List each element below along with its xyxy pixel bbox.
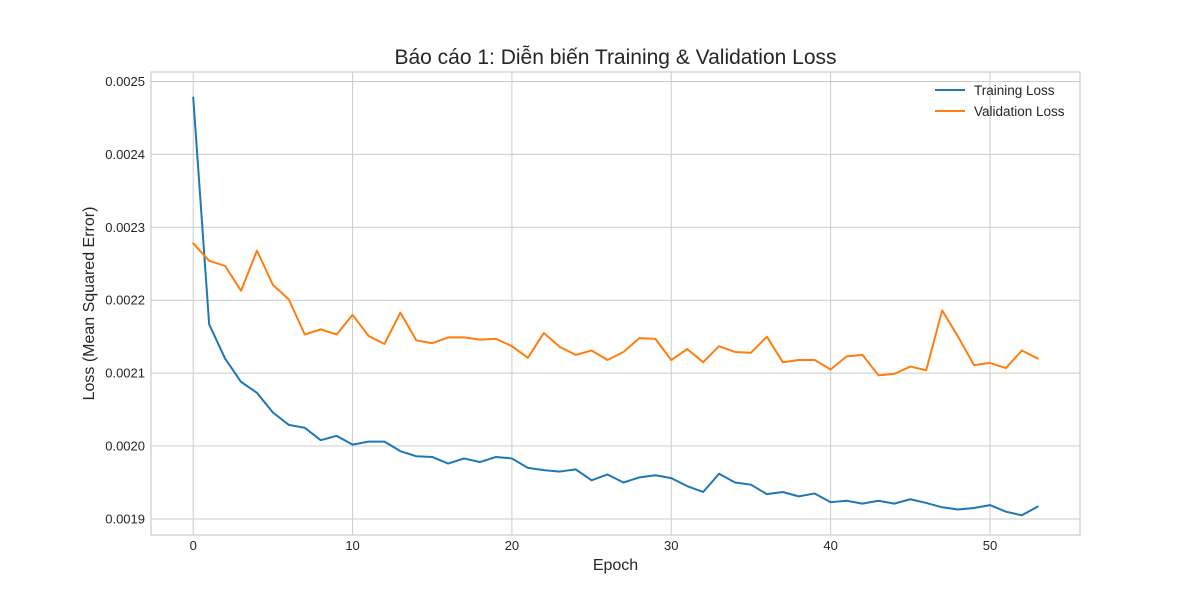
y-tick-label: 0.0024 — [105, 147, 145, 162]
x-axis-title: Epoch — [593, 557, 638, 574]
y-tick-label: 0.0019 — [105, 511, 145, 526]
y-tick-label: 0.0021 — [105, 366, 145, 381]
x-tick-label: 40 — [823, 538, 837, 553]
y-tick-label: 0.0022 — [105, 293, 145, 308]
plot-frame — [150, 71, 1081, 536]
legend: Training Loss Validation Loss — [935, 83, 1065, 119]
y-axis-ticks: 0.0019 0.0020 0.0021 0.0022 0.0023 0.0024 0.00… — [105, 74, 145, 526]
series-line-training-loss — [192, 96, 1039, 517]
legend-label: Training Loss — [974, 83, 1055, 98]
y-axis-title: Loss (Mean Squared Error) — [81, 207, 98, 401]
grid — [151, 72, 1080, 535]
y-tick-label: 0.0025 — [105, 74, 145, 89]
x-tick-label: 0 — [190, 538, 197, 553]
x-tick-label: 30 — [664, 538, 678, 553]
legend-label: Validation Loss — [974, 104, 1065, 119]
x-axis-ticks: 0 10 20 30 40 50 — [190, 538, 998, 553]
x-tick-label: 10 — [345, 538, 359, 553]
x-tick-label: 20 — [505, 538, 519, 553]
chart-title: Báo cáo 1: Diễn biến Training & Validati… — [394, 46, 836, 69]
series-line-validation-loss — [192, 242, 1039, 377]
plot-area — [192, 96, 1039, 517]
y-tick-label: 0.0020 — [105, 439, 145, 454]
y-tick-label: 0.0023 — [105, 220, 145, 235]
x-tick-label: 50 — [983, 538, 997, 553]
